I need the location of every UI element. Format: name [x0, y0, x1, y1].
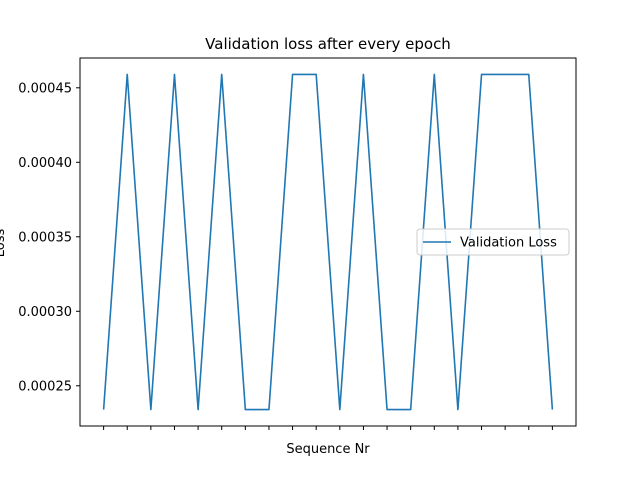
y-axis-label: Loss — [0, 229, 8, 258]
legend: Validation Loss — [416, 228, 570, 256]
chart-title: Validation loss after every epoch — [205, 35, 451, 53]
y-tick-label: 0.00025 — [18, 379, 72, 394]
series-line — [102, 73, 554, 411]
y-tick-label: 0.00035 — [18, 230, 72, 245]
y-tick-label: 0.00045 — [18, 81, 72, 96]
x-axis-label: Sequence Nr — [286, 442, 370, 457]
y-tick-label: 0.00040 — [18, 156, 72, 171]
axes-frame — [79, 57, 577, 427]
plot-area: 0.00025 0.00030 0.00035 0.00040 0.00045 — [18, 57, 577, 430]
legend-box — [416, 228, 570, 256]
y-tick-label: 0.00030 — [18, 305, 72, 320]
legend-label: Validation Loss — [460, 236, 557, 251]
